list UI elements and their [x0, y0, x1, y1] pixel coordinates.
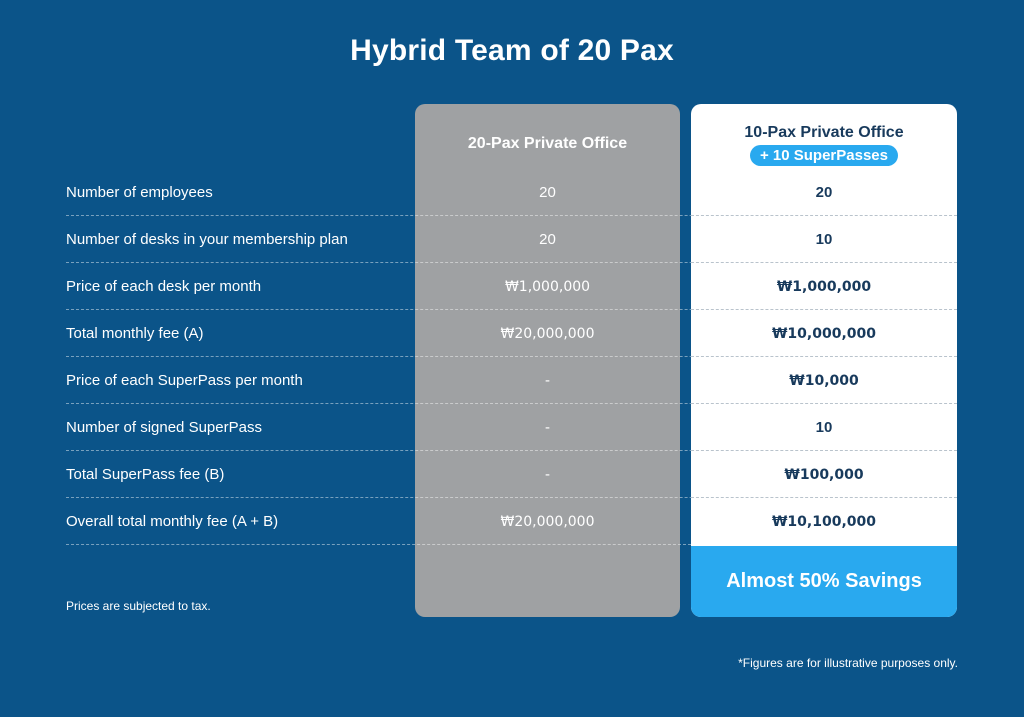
option-b-header: 10-Pax Private Office + 10 SuperPasses: [691, 104, 957, 184]
row-label: Number of signed SuperPass: [66, 419, 262, 436]
option-b-title: 10-Pax Private Office: [744, 124, 904, 141]
row-divider: [66, 544, 691, 545]
option-b-value: ₩10,000: [789, 372, 859, 389]
table-row: Total SuperPass fee (B) - ₩100,000: [66, 451, 957, 498]
option-b-column: Almost 50% Savings: [691, 104, 957, 617]
table-row: Total monthly fee (A) ₩20,000,000 ₩10,00…: [66, 310, 957, 357]
row-divider: [691, 309, 957, 310]
option-b-value: 20: [815, 184, 833, 201]
option-b-value: 10: [815, 419, 833, 436]
row-divider: [691, 215, 957, 216]
option-b-value: ₩10,100,000: [771, 513, 876, 530]
page-title: Hybrid Team of 20 Pax: [350, 34, 674, 67]
option-a-value: -: [545, 372, 550, 389]
option-b-value: ₩10,000,000: [771, 325, 876, 342]
savings-banner: Almost 50% Savings: [691, 546, 957, 617]
option-a-value: -: [545, 419, 550, 436]
row-divider: [691, 262, 957, 263]
row-label: Number of employees: [66, 184, 213, 201]
row-label: Price of each SuperPass per month: [66, 372, 303, 389]
option-a-value: ₩20,000,000: [500, 325, 595, 342]
row-label: Overall total monthly fee (A + B): [66, 513, 279, 530]
disclaimer-note: *Figures are for illustrative purposes o…: [738, 656, 958, 670]
option-a-value: -: [545, 466, 550, 483]
table-row: Number of desks in your membership plan …: [66, 216, 957, 263]
comparison-table: Number of employees 20 20 Number of desk…: [66, 169, 957, 545]
row-divider: [66, 450, 957, 451]
row-label: Price of each desk per month: [66, 278, 262, 295]
row-divider: [691, 403, 957, 404]
table-row: Overall total monthly fee (A + B) ₩20,00…: [66, 498, 957, 545]
table-row: Number of signed SuperPass - 10: [66, 404, 957, 451]
option-b-value: 10: [815, 231, 833, 248]
row-divider: [691, 497, 957, 498]
option-a-value: 20: [539, 231, 556, 248]
option-a-column: [415, 104, 680, 617]
row-divider: [66, 262, 957, 263]
option-a-value: 20: [539, 184, 556, 201]
tax-note: Prices are subjected to tax.: [66, 599, 211, 613]
row-divider: [66, 497, 957, 498]
row-divider: [691, 356, 957, 357]
option-a-value: ₩1,000,000: [504, 278, 591, 295]
superpasses-badge: + 10 SuperPasses: [749, 145, 898, 166]
row-divider: [66, 403, 957, 404]
row-label: Total monthly fee (A): [66, 325, 204, 342]
row-divider: [66, 215, 957, 216]
table-row: Number of employees 20 20: [66, 169, 957, 216]
row-divider: [66, 309, 957, 310]
row-label: Number of desks in your membership plan: [66, 231, 348, 248]
option-a-value: ₩20,000,000: [500, 513, 595, 530]
option-b-value: ₩100,000: [784, 466, 864, 483]
table-row: Price of each SuperPass per month - ₩10,…: [66, 357, 957, 404]
row-label: Total SuperPass fee (B): [66, 466, 225, 483]
row-divider: [691, 450, 957, 451]
row-divider: [66, 356, 957, 357]
table-row: Price of each desk per month ₩1,000,000 …: [66, 263, 957, 310]
option-a-header: 20-Pax Private Office: [467, 135, 628, 152]
option-b-value: ₩1,000,000: [776, 278, 872, 295]
